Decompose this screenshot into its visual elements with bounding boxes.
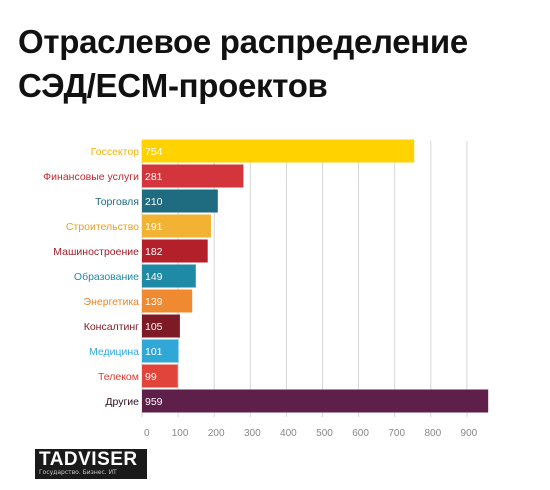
category-label: Энергетика: [84, 296, 140, 308]
tadviser-logo: TADVISER Государство. Бизнес. ИТ: [35, 449, 147, 479]
bar: [142, 264, 196, 288]
bar: [142, 339, 179, 363]
bar: [142, 239, 208, 263]
bar-value-label: 754: [145, 146, 163, 158]
bar-value-label: 210: [145, 196, 163, 208]
bar-value-label: 182: [145, 246, 163, 258]
bar-value-label: 149: [145, 271, 163, 283]
logo-tagline: Государство. Бизнес. ИТ: [39, 469, 117, 476]
category-label: Машиностроение: [53, 246, 139, 258]
bar: [142, 289, 193, 313]
logo-name: TADVISER: [39, 449, 138, 470]
bar-value-label: 101: [145, 346, 163, 358]
bars: 754 281 210 191 182 149 139 105 101 99 959: [142, 139, 489, 413]
grid-lines: [141, 141, 468, 417]
bar: [142, 189, 218, 213]
bar: [142, 214, 211, 238]
x-tick-label: 100: [172, 428, 189, 439]
bar: [142, 364, 178, 388]
x-tick-label: 300: [244, 428, 261, 439]
bar: [142, 164, 244, 188]
category-label: Строительство: [66, 221, 139, 233]
bar: [142, 314, 180, 338]
category-label: Телеком: [98, 371, 139, 383]
bar: [142, 139, 415, 163]
x-tick-label: 600: [352, 428, 369, 439]
chart-title: Отраслевое распределение СЭД/ECM-проекто…: [18, 20, 538, 108]
bar-value-label: 281: [145, 171, 163, 183]
chart-title-line-1: Отраслевое распределение: [18, 23, 468, 60]
x-tick-label: 900: [461, 428, 478, 439]
bar: [142, 389, 489, 413]
chart-title-line-2: СЭД/ECM-проектов: [18, 67, 328, 104]
category-label: Образование: [74, 271, 139, 283]
category-label: Другие: [105, 396, 139, 408]
bar-value-label: 959: [145, 396, 163, 408]
x-tick-label: 400: [280, 428, 297, 439]
x-tick-label: 700: [388, 428, 405, 439]
x-tick-label: 500: [316, 428, 333, 439]
x-tick-label: 200: [208, 428, 225, 439]
x-tick-label: 800: [424, 428, 441, 439]
bar-value-label: 191: [145, 221, 163, 233]
category-labels: Госсектор Финансовые услуги Торговля Строит…: [43, 146, 139, 408]
bar-value-label: 105: [145, 321, 163, 333]
category-label: Торговля: [95, 196, 139, 208]
x-axis-ticks: 0 100 200 300 400 500 600 700 800 900: [144, 428, 478, 439]
category-label: Финансовые услуги: [43, 171, 139, 183]
category-label: Консалтинг: [84, 321, 139, 333]
bar-value-label: 139: [145, 296, 163, 308]
x-tick-label: 0: [144, 428, 150, 439]
category-label: Медицина: [89, 346, 139, 358]
category-label: Госсектор: [91, 146, 139, 158]
bar-value-label: 99: [145, 371, 157, 383]
